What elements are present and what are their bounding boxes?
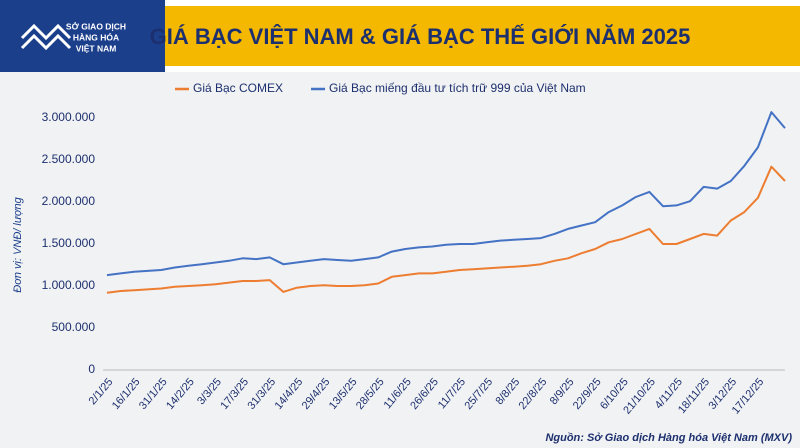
y-tick-label: 2.000.000 — [42, 194, 96, 208]
y-tick-label: 0 — [88, 362, 95, 376]
logo-icon — [20, 23, 72, 51]
logo-text: HÀNG HÓA — [73, 31, 119, 42]
y-tick-label: 1.500.000 — [42, 236, 96, 250]
logo-box — [0, 0, 165, 72]
legend-label: Giá Bạc COMEX — [193, 81, 283, 95]
title-banner — [150, 6, 800, 66]
y-tick-label: 3.000.000 — [42, 110, 96, 124]
chart-title: GIÁ BẠC VIỆT NAM & GIÁ BẠC THẾ GIỚI NĂM … — [150, 24, 691, 49]
source: Nguồn: Sở Giao dịch Hàng hóa Việt Nam (M… — [545, 432, 792, 444]
series-line — [106, 111, 786, 277]
y-tick-label: 2.500.000 — [42, 152, 96, 166]
logo-text: VIỆT NAM — [76, 42, 117, 53]
y-axis-label: Đơn vị: VNĐ/ lượng — [12, 196, 24, 292]
series-line — [106, 165, 786, 294]
y-tick-label: 500.000 — [52, 320, 96, 334]
logo-text: SỞ GIAO DỊCH — [66, 20, 126, 31]
legend-label: Giá Bạc miếng đầu tư tích trữ 999 của Vi… — [329, 81, 586, 95]
y-tick-label: 1.000.000 — [42, 278, 96, 292]
